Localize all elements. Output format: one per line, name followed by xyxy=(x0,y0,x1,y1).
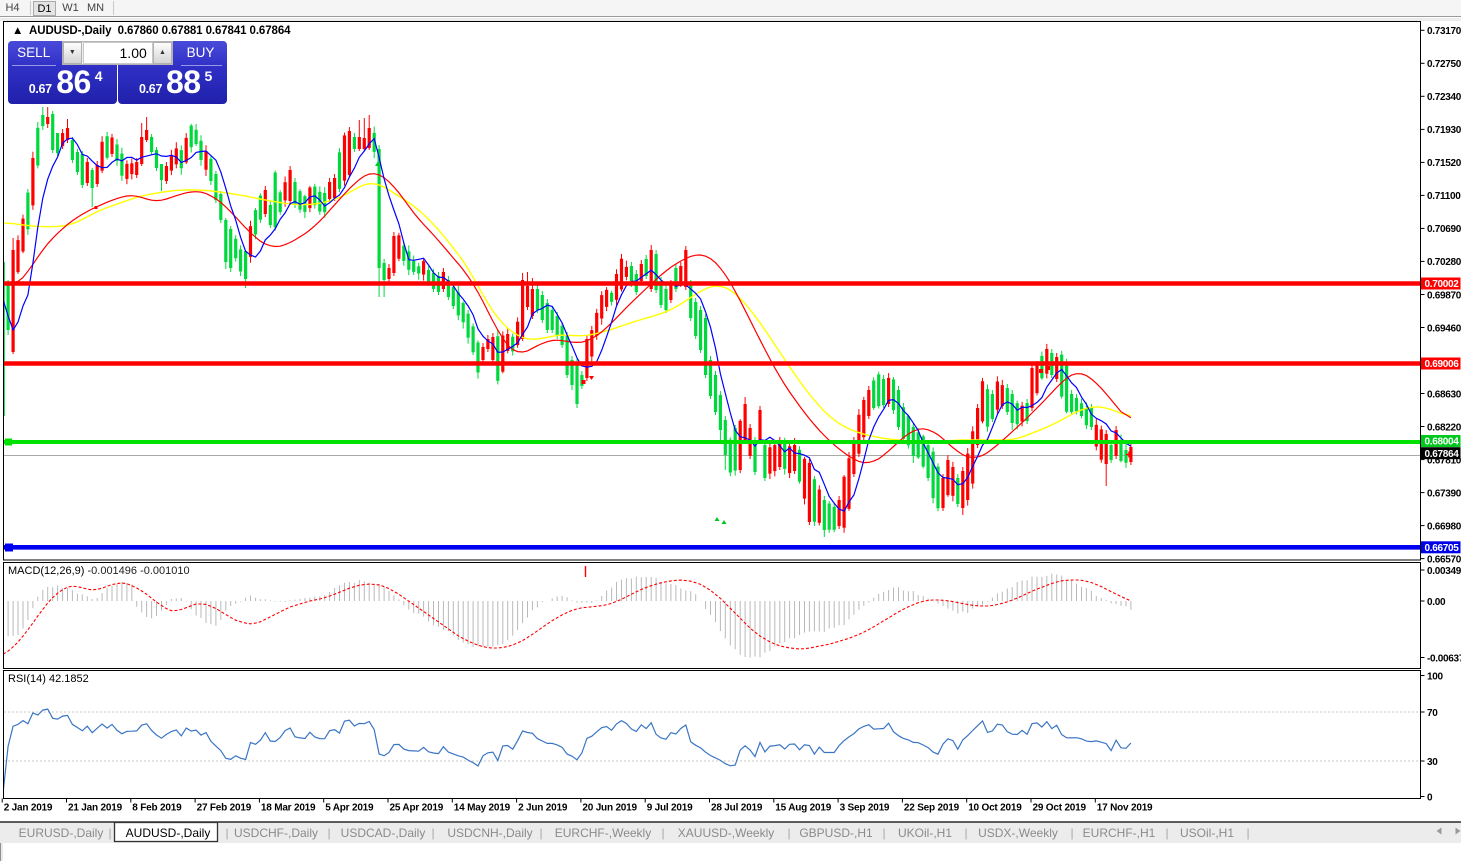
svg-text:2 Jun 2019: 2 Jun 2019 xyxy=(518,803,568,814)
svg-text:2 Jan 2019: 2 Jan 2019 xyxy=(4,803,53,814)
svg-text:0.00: 0.00 xyxy=(1427,597,1446,608)
svg-text:0.72340: 0.72340 xyxy=(1427,92,1461,103)
svg-text:|: | xyxy=(882,826,885,840)
svg-text:10 Oct 2019: 10 Oct 2019 xyxy=(968,803,1022,814)
svg-text:0.73170: 0.73170 xyxy=(1427,26,1461,37)
svg-text:|: | xyxy=(787,826,790,840)
svg-text:USOil-,H1: USOil-,H1 xyxy=(1180,826,1234,840)
svg-text:100: 100 xyxy=(1427,671,1444,682)
svg-text:0.68630: 0.68630 xyxy=(1427,389,1461,400)
svg-text:3 Sep 2019: 3 Sep 2019 xyxy=(840,803,890,814)
svg-text:21 Jan 2019: 21 Jan 2019 xyxy=(68,803,123,814)
svg-text:18 Mar 2019: 18 Mar 2019 xyxy=(261,803,316,814)
svg-text:-0.00637: -0.00637 xyxy=(1427,653,1461,664)
svg-text:MACD(12,26,9) -0.001496 -0.001: MACD(12,26,9) -0.001496 -0.001010 xyxy=(8,565,190,577)
svg-text:14 May 2019: 14 May 2019 xyxy=(454,803,511,814)
svg-text:|: | xyxy=(327,826,330,840)
svg-text:EURUSD-,Daily: EURUSD-,Daily xyxy=(19,826,104,840)
svg-text:|: | xyxy=(661,826,664,840)
svg-text:|: | xyxy=(1165,826,1168,840)
svg-text:9 Jul 2019: 9 Jul 2019 xyxy=(647,803,693,814)
svg-text:0.69006: 0.69006 xyxy=(1425,359,1460,370)
svg-text:0.68220: 0.68220 xyxy=(1427,422,1461,433)
svg-text:17 Nov 2019: 17 Nov 2019 xyxy=(1097,803,1153,814)
svg-text:EURCHF-,H1: EURCHF-,H1 xyxy=(1083,826,1156,840)
svg-text:XAUUSD-,Weekly: XAUUSD-,Weekly xyxy=(678,826,774,840)
svg-text:0: 0 xyxy=(1427,792,1433,803)
svg-text:USDCAD-,Daily: USDCAD-,Daily xyxy=(341,826,426,840)
svg-text:0.66980: 0.66980 xyxy=(1427,521,1461,532)
svg-text:15 Aug 2019: 15 Aug 2019 xyxy=(775,803,831,814)
svg-text:30: 30 xyxy=(1427,757,1438,768)
svg-text:0.68004: 0.68004 xyxy=(1425,437,1460,448)
svg-text:0.67390: 0.67390 xyxy=(1427,488,1461,499)
svg-text:|: | xyxy=(1246,826,1249,840)
svg-text:RSI(14) 42.1852: RSI(14) 42.1852 xyxy=(8,673,89,685)
svg-text:UKOil-,H1: UKOil-,H1 xyxy=(898,826,952,840)
svg-text:|: | xyxy=(1070,826,1073,840)
svg-text:0.67864: 0.67864 xyxy=(1425,449,1460,460)
svg-text:AUDUSD-,Daily: AUDUSD-,Daily xyxy=(126,826,211,840)
svg-text:0.71930: 0.71930 xyxy=(1427,125,1461,136)
svg-text:0.71100: 0.71100 xyxy=(1427,191,1461,202)
svg-text:GBPUSD-,H1: GBPUSD-,H1 xyxy=(799,826,873,840)
svg-text:USDCNH-,Daily: USDCNH-,Daily xyxy=(447,826,532,840)
svg-text:0.70690: 0.70690 xyxy=(1427,224,1461,235)
svg-text:0.71520: 0.71520 xyxy=(1427,158,1461,169)
svg-text:0.69460: 0.69460 xyxy=(1427,323,1461,334)
svg-text:8 Feb 2019: 8 Feb 2019 xyxy=(132,803,182,814)
svg-text:29 Oct 2019: 29 Oct 2019 xyxy=(1033,803,1087,814)
svg-text:70: 70 xyxy=(1427,708,1438,719)
svg-text:|: | xyxy=(225,826,228,840)
svg-text:USDCHF-,Daily: USDCHF-,Daily xyxy=(234,826,318,840)
svg-text:0.67810: 0.67810 xyxy=(1427,455,1461,466)
svg-text:0.66570: 0.66570 xyxy=(1427,554,1461,565)
svg-text:|: | xyxy=(539,826,542,840)
svg-text:20 Jun 2019: 20 Jun 2019 xyxy=(582,803,637,814)
svg-text:EURCHF-,Weekly: EURCHF-,Weekly xyxy=(555,826,651,840)
svg-text:USDX-,Weekly: USDX-,Weekly xyxy=(978,826,1058,840)
svg-text:0.00349: 0.00349 xyxy=(1427,566,1461,577)
svg-text:0.69870: 0.69870 xyxy=(1427,290,1461,301)
svg-text:|: | xyxy=(964,826,967,840)
svg-text:5 Apr 2019: 5 Apr 2019 xyxy=(325,803,374,814)
svg-text:25 Apr 2019: 25 Apr 2019 xyxy=(390,803,444,814)
svg-text:0.66705: 0.66705 xyxy=(1425,543,1460,554)
svg-text:22 Sep 2019: 22 Sep 2019 xyxy=(904,803,960,814)
svg-text:0.72750: 0.72750 xyxy=(1427,59,1461,70)
svg-text:|: | xyxy=(431,826,434,840)
svg-text:27 Feb 2019: 27 Feb 2019 xyxy=(197,803,252,814)
svg-text:0.70002: 0.70002 xyxy=(1425,279,1460,290)
svg-text:28 Jul 2019: 28 Jul 2019 xyxy=(711,803,763,814)
svg-text:|: | xyxy=(108,826,111,840)
svg-text:0.70280: 0.70280 xyxy=(1427,257,1461,268)
